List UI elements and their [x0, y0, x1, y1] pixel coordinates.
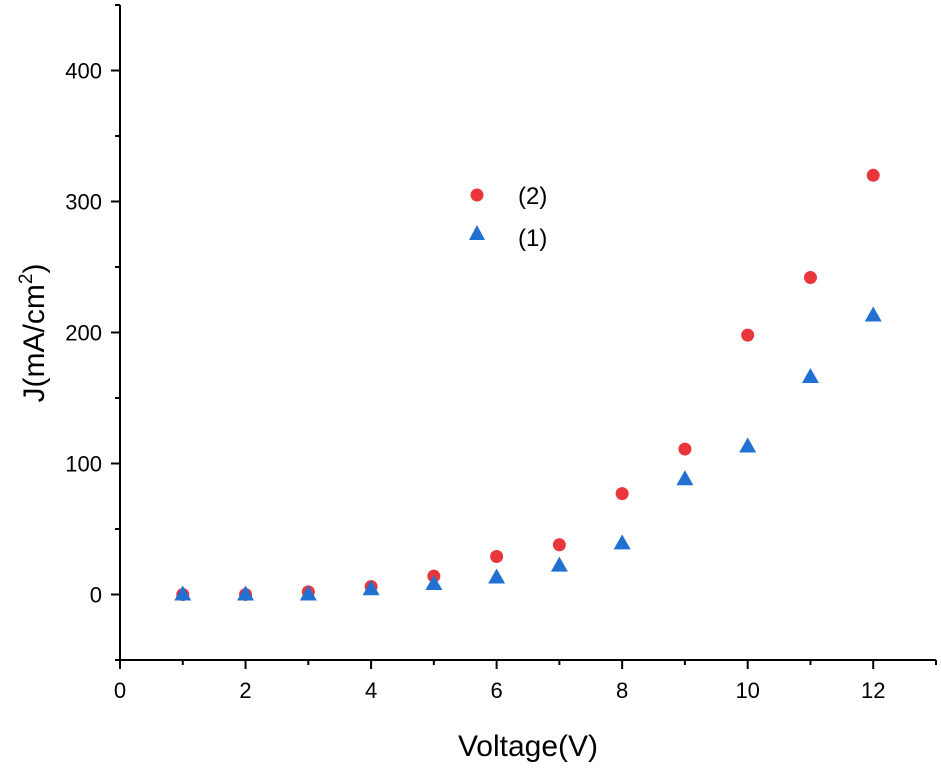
series-1-point: [550, 556, 568, 572]
y-tick-label: 100: [65, 452, 102, 477]
x-tick-label: 10: [735, 678, 759, 703]
series-0-point: [552, 538, 566, 552]
x-axis-title: Voltage(V): [458, 730, 598, 763]
legend: (2) (1): [469, 183, 547, 252]
series-1-point: [299, 585, 317, 601]
series-0-point: [490, 550, 504, 564]
y-tick-label: 400: [65, 59, 102, 84]
series-1-point: [174, 585, 192, 601]
x-tick-label: 6: [490, 678, 502, 703]
x-tick-label: 4: [365, 678, 377, 703]
series-1-point: [864, 306, 882, 322]
series-0-point: [678, 442, 692, 456]
axes: 0 2 4 6 8 10 12 0 100 200 300 400: [65, 4, 937, 703]
series-1-point: [425, 575, 443, 591]
y-tick-label: 300: [65, 190, 102, 215]
x-tick-label: 2: [239, 678, 251, 703]
series-0-point: [803, 270, 817, 284]
series-1-point: [488, 568, 506, 584]
legend-marker-series-2: [470, 188, 484, 202]
legend-label-series-2: (2): [518, 183, 547, 210]
series-0-point: [741, 328, 755, 342]
legend-label-series-1: (1): [518, 225, 547, 252]
x-tick-label: 8: [616, 678, 628, 703]
y-axis-title-superscript: 2: [16, 274, 37, 285]
series-0-point: [866, 168, 880, 182]
y-tick-label: 0: [90, 583, 102, 608]
series-1-point: [676, 470, 694, 486]
series-1-point: [237, 585, 255, 601]
series-0-point: [615, 487, 629, 501]
y-tick-label: 200: [65, 321, 102, 346]
y-axis-title: J(mA/cm2): [16, 264, 51, 403]
series-1-point: [739, 437, 757, 453]
series-1-point: [362, 580, 380, 596]
data-marks: [174, 168, 882, 601]
x-tick-label: 12: [861, 678, 885, 703]
series-1-point: [613, 534, 631, 550]
x-tick-label: 0: [114, 678, 126, 703]
series-1-point: [801, 368, 819, 384]
legend-marker-series-1: [469, 225, 485, 240]
y-axis-title-suffix: ): [18, 264, 51, 274]
y-axis-title-main: J(mA/cm: [18, 284, 51, 402]
